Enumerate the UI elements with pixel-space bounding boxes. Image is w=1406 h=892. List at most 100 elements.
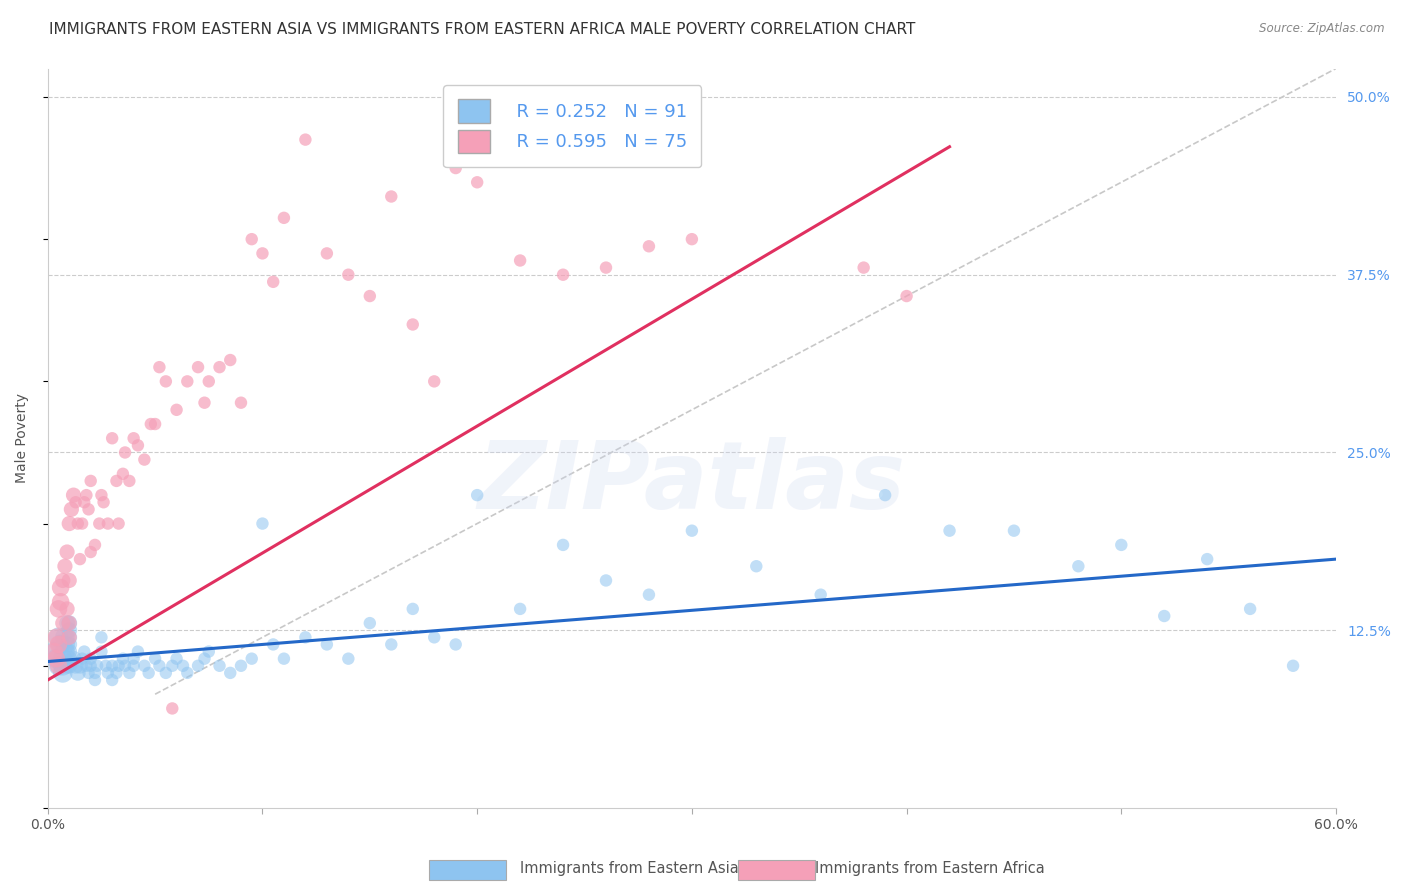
Point: [193, 395, 215, 409]
Text: Source: ZipAtlas.com: Source: ZipAtlas.com: [1260, 22, 1385, 36]
Point: [53, 631, 76, 645]
Point: [48, 658, 70, 673]
Point: [359, 616, 381, 631]
Text: ZIPatlas: ZIPatlas: [478, 436, 905, 529]
Point: [402, 318, 425, 332]
Point: [172, 658, 194, 673]
Point: [66, 516, 89, 531]
Point: [465, 175, 488, 189]
Point: [52, 665, 75, 680]
Point: [938, 524, 960, 538]
Point: [444, 637, 467, 651]
Point: [1197, 552, 1219, 566]
Point: [80, 545, 103, 559]
Point: [73, 644, 96, 658]
Point: [595, 574, 617, 588]
Point: [1153, 609, 1175, 624]
Point: [75, 658, 97, 673]
Point: [65, 658, 87, 673]
Point: [107, 516, 129, 531]
Point: [380, 637, 402, 651]
Point: [44, 644, 66, 658]
Point: [852, 260, 875, 275]
Point: [69, 658, 91, 673]
Point: [77, 665, 100, 680]
Text: Immigrants from Eastern Africa: Immigrants from Eastern Africa: [815, 862, 1045, 876]
Point: [58, 631, 80, 645]
Point: [187, 360, 209, 375]
Point: [197, 644, 219, 658]
Point: [52, 658, 75, 673]
Point: [423, 631, 446, 645]
Point: [875, 488, 897, 502]
Point: [101, 431, 124, 445]
Point: [208, 658, 231, 673]
Point: [45, 651, 67, 665]
Point: [44, 644, 66, 658]
Point: [73, 495, 96, 509]
Point: [273, 651, 295, 665]
Point: [69, 552, 91, 566]
Point: [48, 602, 70, 616]
Point: [77, 502, 100, 516]
Point: [58, 631, 80, 645]
Point: [262, 275, 284, 289]
Point: [166, 651, 188, 665]
Point: [49, 637, 72, 651]
Point: [509, 253, 531, 268]
Point: [84, 673, 107, 687]
Point: [84, 665, 107, 680]
Point: [93, 495, 115, 509]
Point: [134, 452, 156, 467]
Point: [75, 488, 97, 502]
Point: [56, 602, 79, 616]
Point: [90, 488, 112, 502]
Point: [97, 516, 120, 531]
Point: [294, 631, 316, 645]
Point: [148, 658, 170, 673]
Point: [252, 246, 274, 260]
Point: [193, 651, 215, 665]
Point: [80, 651, 103, 665]
Point: [229, 658, 252, 673]
Point: [48, 631, 70, 645]
Point: [105, 665, 128, 680]
Point: [315, 246, 337, 260]
Point: [118, 474, 141, 488]
Point: [896, 289, 918, 303]
Point: [86, 658, 108, 673]
Point: [423, 375, 446, 389]
Point: [551, 538, 574, 552]
Point: [638, 588, 661, 602]
Point: [58, 651, 80, 665]
Point: [45, 651, 67, 665]
Point: [56, 545, 79, 559]
Point: [162, 701, 184, 715]
Point: [58, 616, 80, 631]
Point: [595, 260, 617, 275]
Point: [53, 644, 76, 658]
Point: [58, 624, 80, 638]
Point: [1067, 559, 1090, 574]
Point: [122, 651, 145, 665]
Point: [90, 644, 112, 658]
Point: [219, 665, 242, 680]
Y-axis label: Male Poverty: Male Poverty: [15, 393, 30, 483]
Point: [294, 133, 316, 147]
Point: [155, 665, 177, 680]
Point: [155, 375, 177, 389]
Point: [60, 502, 83, 516]
Point: [114, 445, 136, 459]
Point: [70, 516, 93, 531]
Point: [745, 559, 768, 574]
Point: [52, 574, 75, 588]
Point: [681, 524, 703, 538]
Point: [107, 658, 129, 673]
Point: [118, 665, 141, 680]
Point: [143, 417, 166, 431]
Point: [65, 495, 87, 509]
Point: [176, 375, 198, 389]
Point: [52, 651, 75, 665]
Point: [240, 232, 263, 246]
Point: [52, 616, 75, 631]
